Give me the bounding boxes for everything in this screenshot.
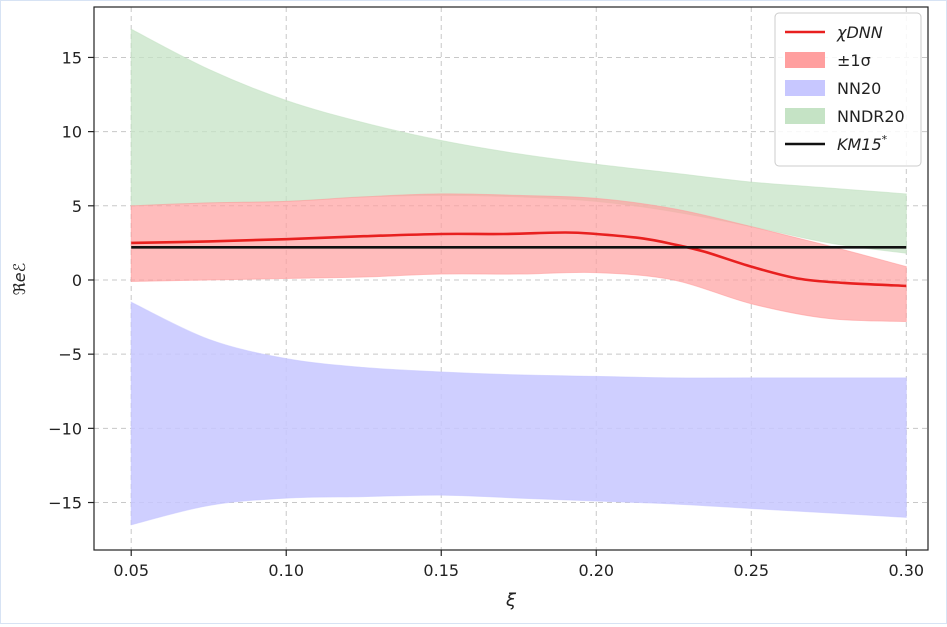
y-tick-label: 5: [72, 197, 82, 216]
legend-label: NNDR20: [837, 107, 905, 126]
band-layer: [130, 28, 907, 526]
y-tick-label: 0: [72, 271, 82, 290]
plot-area-border: [93, 6, 929, 551]
y-axis-label: ℜeℰ: [10, 262, 29, 295]
x-tick-label: 0.30: [888, 561, 924, 580]
legend-swatch: [785, 80, 825, 96]
x-tick-label: 0.25: [733, 561, 769, 580]
legend-box: [774, 12, 922, 167]
y-tick-label: 10: [62, 123, 82, 142]
legend-label: χDNN: [836, 23, 883, 42]
line-dnn: [131, 231, 907, 288]
tick-layer: 0.05 0.10 0.15 0.20 0.25 0.30 15 10 5 0 −5 −10 −15: [48, 48, 924, 580]
legend-label: KM15*: [837, 133, 888, 154]
y-tick-label: −10: [48, 419, 82, 438]
y-tick-label: 15: [62, 48, 82, 67]
band-sigma: [130, 193, 907, 323]
x-tick-label: 0.10: [268, 561, 304, 580]
x-axis-label: ξ: [505, 590, 517, 611]
legend-swatch: [785, 108, 825, 124]
x-tick-label: 0.15: [423, 561, 459, 580]
legend: χDNN ±1σ NN20 NNDR20 KM15*: [774, 12, 922, 167]
line-layer: [131, 231, 907, 288]
band-nn20: [130, 301, 907, 526]
x-tick-label: 0.05: [113, 561, 149, 580]
y-tick-label: −5: [58, 345, 82, 364]
legend-label: NN20: [837, 79, 881, 98]
legend-label: ±1σ: [837, 51, 871, 70]
y-tick-label: −15: [48, 494, 82, 513]
x-tick-label: 0.20: [578, 561, 614, 580]
legend-swatch: [785, 52, 825, 68]
